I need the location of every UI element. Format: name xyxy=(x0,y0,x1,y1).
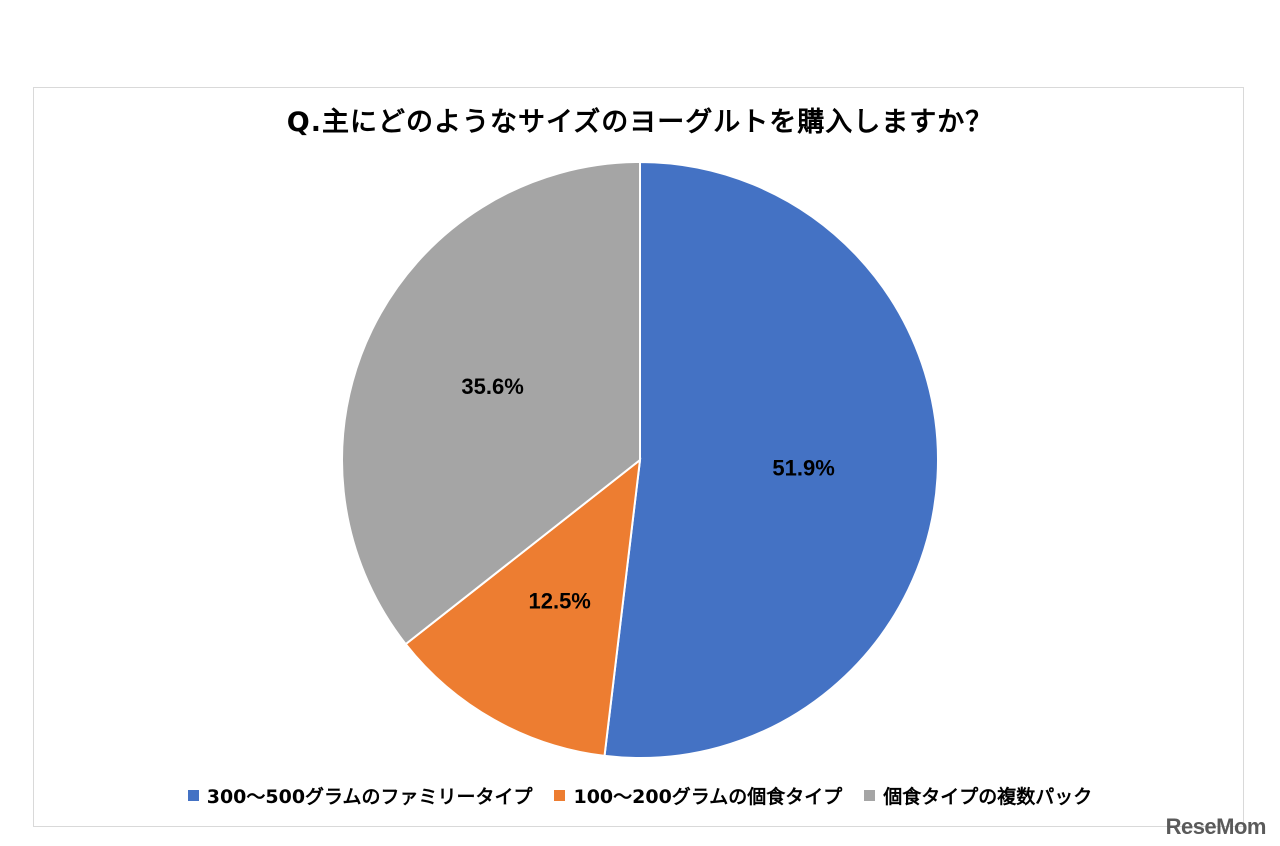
legend-swatch-2 xyxy=(554,790,566,801)
chart-title: Q.主にどのようなサイズのヨーグルトを購入しますか？ xyxy=(286,107,994,138)
legend-item-2: 100〜200グラムの個食タイプ xyxy=(554,782,842,809)
legend-item-1: 300〜500グラムのファミリータイプ xyxy=(187,782,533,809)
pie-slice-1 xyxy=(603,160,939,759)
legend: 300〜500グラムのファミリータイプ 100〜200グラムの個食タイプ 個食タイプ… xyxy=(0,782,1280,809)
pie-slice-label-3: 35.6% xyxy=(461,374,523,399)
legend-label-2: 100〜200グラムの個食タイプ xyxy=(573,786,843,808)
legend-swatch-1 xyxy=(187,790,199,801)
legend-label-3: 個食タイプの複数パック xyxy=(883,786,1093,808)
legend-swatch-3 xyxy=(864,790,876,801)
legend-item-3: 個食タイプの複数パック xyxy=(864,782,1092,809)
watermark-logo: ReseMom xyxy=(1165,814,1267,839)
legend-label-1: 300〜500グラムのファミリータイプ xyxy=(206,786,533,808)
pie-slice-2 xyxy=(404,457,642,757)
pie-slice-label-2: 12.5% xyxy=(528,589,590,614)
pie-slice-label-1: 51.9% xyxy=(772,456,834,481)
pie-slice-3 xyxy=(341,160,641,646)
